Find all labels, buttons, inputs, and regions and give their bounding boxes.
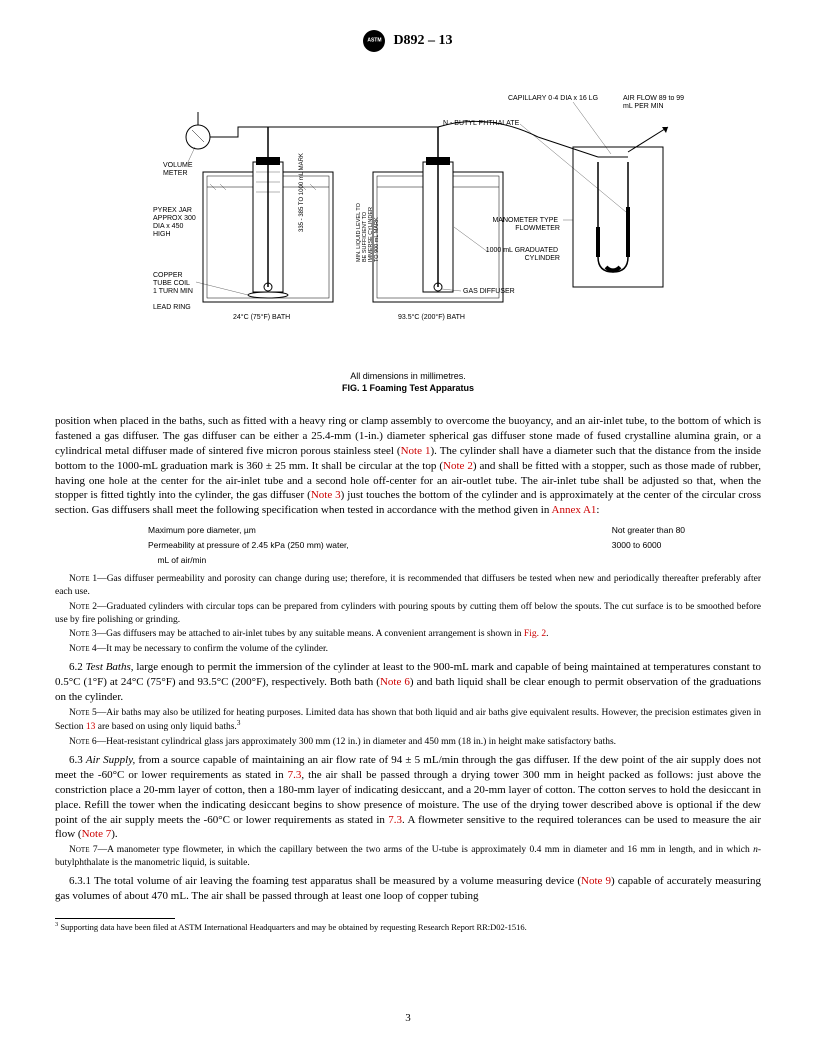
astm-logo-icon (363, 30, 385, 52)
note-4: Note 4—It may be necessary to confirm th… (55, 643, 761, 656)
gas-diffuser-label: GAS DIFFUSER (463, 288, 515, 295)
figure-1-container: GAS DIFFUSER CAPILLARY 0·4 DIA x 16 LG A… (108, 67, 708, 394)
note-1: Note 1—Gas diffuser permeability and por… (55, 573, 761, 599)
figure-caption: All dimensions in millimetres. FIG. 1 Fo… (108, 370, 708, 394)
footnote-rule (55, 918, 175, 919)
footnote-3: 3 Supporting data have been filed at AST… (55, 921, 761, 933)
section-6-2: 6.2 Test Baths, large enough to permit t… (55, 660, 761, 705)
standard-number: D892 – 13 (393, 32, 452, 51)
ref-7-3b[interactable]: 7.3 (388, 814, 402, 826)
note-7: Note 7—A manometer type flowmeter, in wh… (55, 844, 761, 870)
bath-left-label: 24°C (75°F) BATH (233, 313, 290, 321)
note3-ref[interactable]: Note 3 (311, 489, 341, 501)
table-row: Permeability at pressure of 2.45 kPa (25… (147, 539, 686, 552)
nbutyl-label: N - BUTYL PHTHALATE (443, 120, 520, 127)
note-2: Note 2—Graduated cylinders with circular… (55, 601, 761, 627)
airflow-label: AIR FLOW 89 to 99 mL PER MIN (623, 95, 686, 110)
note2-ref[interactable]: Note 2 (443, 460, 473, 472)
note1-ref[interactable]: Note 1 (401, 445, 431, 457)
specification-table: Maximum pore diameter, µmNot greater tha… (145, 522, 688, 569)
cylinder-mark-label: 335 - 385 TO 1000 mL MARK (299, 153, 305, 232)
note-5: Note 5—Air baths may also be utilized fo… (55, 707, 761, 735)
bath-right-label: 93.5°C (200°F) BATH (398, 313, 465, 321)
capillary-label: CAPILLARY 0·4 DIA x 16 LG (508, 95, 598, 102)
body-content: position when placed in the baths, such … (0, 414, 816, 933)
table-row: Maximum pore diameter, µmNot greater tha… (147, 524, 686, 537)
figure-title: FIG. 1 Foaming Test Apparatus (108, 382, 708, 394)
figure-subcaption: All dimensions in millimetres. (108, 370, 708, 382)
section-6-3-1: 6.3.1 The total volume of air leaving th… (55, 874, 761, 904)
note-3: Note 3—Gas diffusers may be attached to … (55, 628, 761, 641)
ref-7-3a[interactable]: 7.3 (288, 769, 302, 781)
table-row: mL of air/min (147, 554, 686, 567)
volume-meter-label: VOLUME METER (163, 162, 195, 177)
fig2-ref[interactable]: Fig. 2 (524, 629, 546, 639)
min-liquid-label: MIN. LIQUID LEVEL TO BE SUFFICIENT TO IM… (356, 202, 380, 262)
section-6-3: 6.3 Air Supply, from a source capable of… (55, 753, 761, 842)
copper-coil-label: COPPER TUBE COIL 1 TURN MIN (153, 272, 193, 295)
grad-cylinder-label: 1000 mL GRADUATED CYLINDER (486, 247, 560, 262)
page-number: 3 (405, 1011, 411, 1026)
note7-ref[interactable]: Note 7 (82, 828, 112, 840)
note-6: Note 6—Heat-resistant cylindrical glass … (55, 736, 761, 749)
section13-ref[interactable]: 13 (86, 723, 96, 733)
note6-ref[interactable]: Note 6 (380, 676, 410, 688)
pyrex-jar-label: PYREX JAR APPROX 300 DIA x 450 HIGH (153, 207, 198, 238)
paragraph-1: position when placed in the baths, such … (55, 414, 761, 518)
lead-ring-label: LEAD RING (153, 304, 191, 311)
foaming-apparatus-diagram: GAS DIFFUSER CAPILLARY 0·4 DIA x 16 LG A… (128, 67, 688, 357)
annex-ref[interactable]: Annex A1 (552, 504, 597, 516)
standard-header: D892 – 13 (0, 0, 816, 52)
note9-ref[interactable]: Note 9 (581, 875, 611, 887)
